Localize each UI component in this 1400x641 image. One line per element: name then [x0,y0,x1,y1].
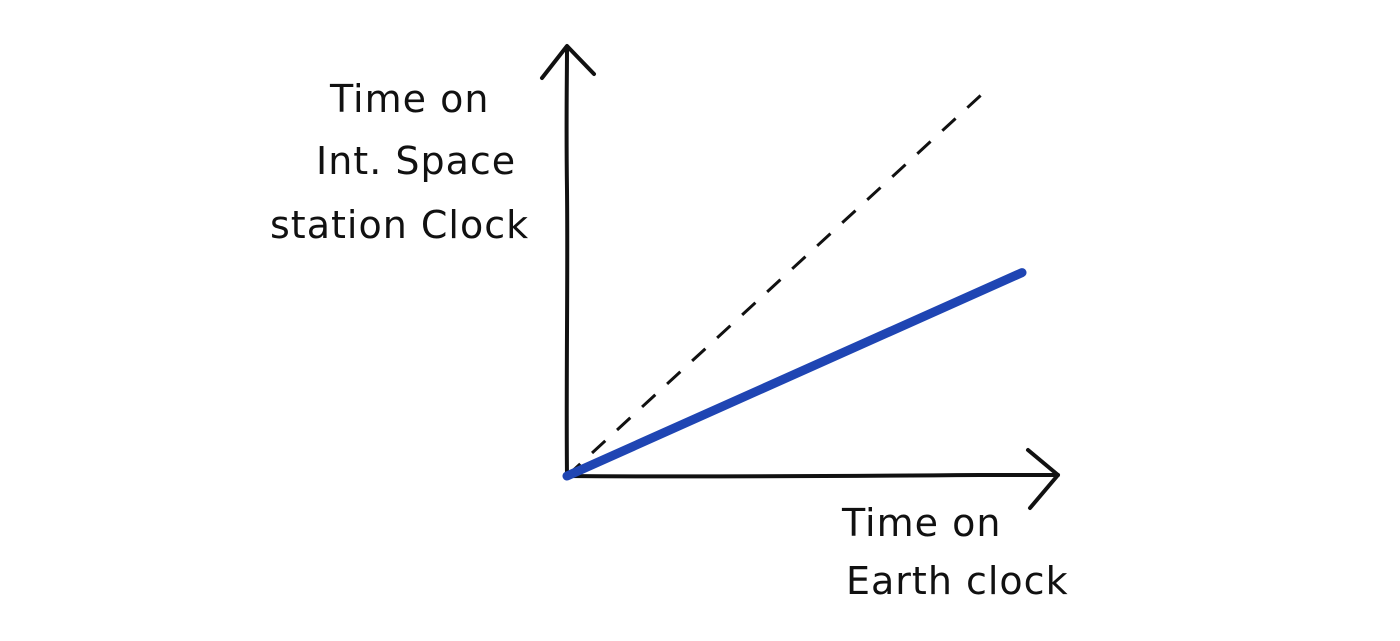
y-axis-arrowhead [540,44,596,80]
x-axis-line [563,472,1060,479]
dashed-reference-line [565,93,984,478]
x-axis-arrowhead [1026,448,1060,510]
x-axis-label-line-2: Earth clock [846,559,1069,603]
x-axis-label-line-1: Time on [841,501,1001,545]
y-axis-label: Time on Int. Space station Clock [270,77,529,247]
y-axis-label-line-3: station Clock [270,203,529,247]
series-layer [562,93,1027,481]
blue-series-line [562,268,1027,481]
y-axis-label-line-2: Int. Space [316,139,516,183]
y-axis [540,44,596,478]
y-axis-line [564,46,570,478]
y-axis-label-line-1: Time on [329,77,489,121]
x-axis-label: Time on Earth clock [841,501,1069,603]
x-axis [563,448,1060,510]
